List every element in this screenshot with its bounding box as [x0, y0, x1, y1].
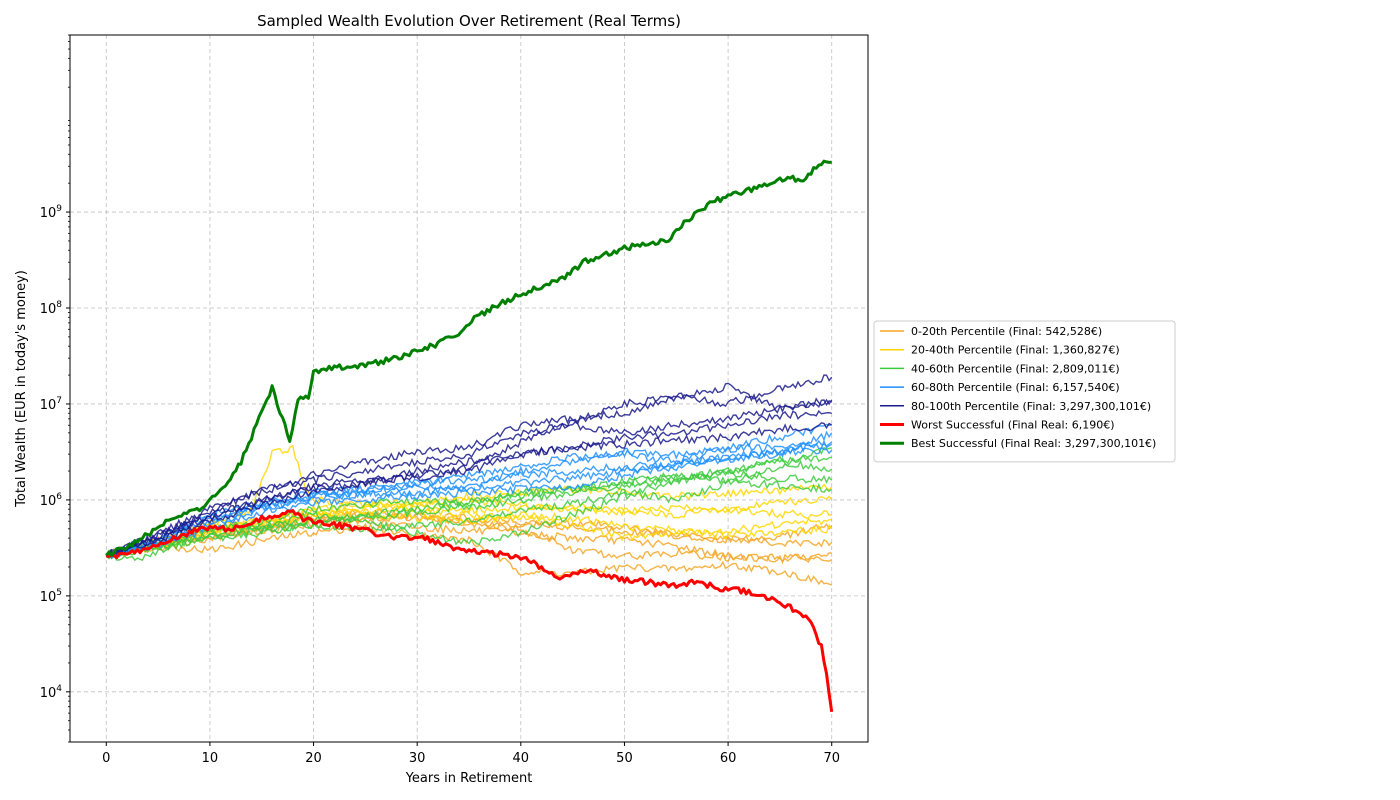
- plot-frame: [69, 34, 869, 743]
- x-tick-label: 30: [409, 751, 426, 766]
- x-tick-label: 0: [102, 751, 110, 766]
- series-line-group-2: [105, 446, 832, 560]
- legend-label: 60-80th Percentile (Final: 6,157,540€): [911, 381, 1120, 394]
- x-tick-label: 60: [720, 751, 737, 766]
- series-line-group-0: [105, 522, 832, 586]
- y-tick-label: 106: [40, 492, 63, 509]
- x-axis-ticks: 0 10 20 30 40 50 60 70: [102, 742, 840, 766]
- chart-title: Sampled Wealth Evolution Over Retirement…: [257, 12, 681, 30]
- series-line-group-4: [105, 422, 833, 558]
- legend-label: 0-20th Percentile (Final: 542,528€): [911, 325, 1102, 338]
- legend-label: 20-40th Percentile (Final: 1,360,827€): [911, 344, 1120, 357]
- x-axis-label: Years in Retirement: [405, 771, 533, 786]
- legend-label: 80-100th Percentile (Final: 3,297,300,10…: [911, 400, 1151, 413]
- y-tick-label: 104: [40, 684, 63, 701]
- x-tick-label: 40: [513, 751, 530, 766]
- series-line-group-4: [106, 397, 833, 558]
- highlight-series-line: [106, 509, 834, 713]
- series-line-group-4: [106, 374, 833, 558]
- legend-label: 40-60th Percentile (Final: 2,809,011€): [911, 362, 1120, 375]
- series-line-group-0: [105, 511, 832, 565]
- series-line-group-3: [105, 446, 833, 558]
- x-tick-label: 20: [305, 751, 322, 766]
- grid: [70, 35, 868, 742]
- x-tick-label: 50: [616, 751, 633, 766]
- legend-box: [873, 320, 1176, 463]
- series-line-group-4: [105, 382, 832, 556]
- legend: 0-20th Percentile (Final: 542,528€) 20-40…: [873, 320, 1176, 463]
- series-line-group-2: [105, 469, 833, 557]
- legend-label: Worst Successful (Final Real: 6,190€): [911, 419, 1115, 432]
- x-tick-label: 70: [823, 751, 840, 766]
- y-tick-label: 108: [40, 300, 63, 317]
- y-tick-label: 105: [40, 588, 62, 605]
- y-axis-label: Total Wealth (EUR in today's money): [14, 270, 29, 508]
- highlight-series-line: [105, 159, 832, 557]
- y-axis-ticks: 104 105 106 107 108 109: [40, 34, 70, 743]
- legend-label: Best Successful (Final Real: 3,297,300,1…: [911, 437, 1156, 450]
- y-tick-label: 109: [40, 204, 63, 221]
- x-tick-label: 10: [202, 751, 219, 766]
- series-line-group-2: [105, 457, 833, 558]
- series-layer: [105, 159, 834, 713]
- y-tick-label: 107: [40, 396, 62, 413]
- series-line-group-3: [106, 430, 833, 558]
